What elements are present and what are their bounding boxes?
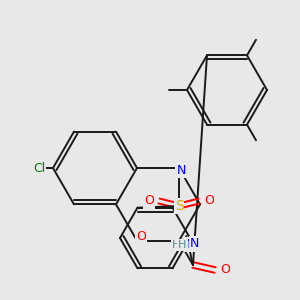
Text: O: O	[136, 230, 146, 243]
Text: N: N	[190, 236, 199, 250]
Text: N: N	[185, 238, 195, 251]
Text: H: H	[172, 240, 180, 250]
Text: O: O	[144, 194, 154, 208]
Text: O: O	[204, 194, 214, 208]
Text: H: H	[178, 240, 187, 250]
Text: Cl: Cl	[33, 161, 45, 175]
Text: N: N	[176, 164, 186, 176]
Text: S: S	[175, 199, 183, 213]
Text: O: O	[220, 263, 230, 277]
